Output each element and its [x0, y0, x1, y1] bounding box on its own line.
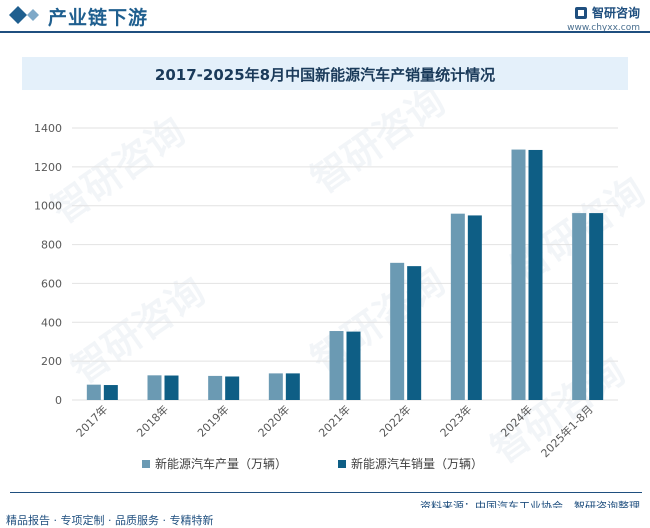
y-tick-label: 0: [55, 394, 62, 407]
chart-title: 2017-2025年8月中国新能源汽车产销量统计情况: [154, 66, 496, 84]
y-tick-label: 600: [41, 277, 62, 290]
y-tick-label: 1200: [34, 161, 62, 174]
bar-chart: 0 200 400 600 800 1000 1200 1400 2017年 2018年 2019年…: [34, 122, 618, 471]
x-tick-label: 2025年1-8月: [538, 402, 596, 460]
brand-url: www.chyxx.com: [567, 23, 640, 33]
diamond-icon: [9, 6, 27, 24]
bar: [147, 375, 162, 400]
bar: [467, 215, 482, 400]
bar: [407, 266, 422, 400]
bar: [528, 149, 543, 400]
legend-swatch: [142, 460, 150, 468]
brand-logo-icon: [574, 6, 587, 19]
y-tick-label: 1000: [34, 200, 62, 213]
page-header: 产业链下游 智研咨询 www.chyxx.com: [0, 0, 650, 33]
y-tick-label: 1400: [34, 122, 62, 135]
bar: [511, 149, 526, 400]
header-bar: [0, 0, 650, 30]
bar: [390, 262, 405, 400]
brand: 智研咨询 www.chyxx.com: [567, 4, 640, 33]
diamond-icon-secondary: [27, 9, 39, 21]
bar: [572, 213, 587, 400]
bar: [268, 373, 283, 400]
brand-name-row: 智研咨询: [567, 4, 640, 21]
legend-swatch: [338, 460, 346, 468]
chart-title-box: 2017-2025年8月中国新能源汽车产销量统计情况: [22, 57, 628, 90]
x-tick-label: 2022年: [376, 402, 413, 439]
bar: [346, 331, 361, 400]
bar: [208, 375, 223, 400]
y-tick-label: 200: [41, 355, 62, 368]
x-tick-label: 2024年: [498, 402, 535, 439]
bar: [164, 375, 179, 400]
bar: [225, 376, 240, 400]
x-tick-label: 2023年: [437, 402, 474, 439]
brand-name: 智研咨询: [591, 6, 640, 20]
section-title: 产业链下游: [48, 7, 149, 29]
bar: [329, 331, 344, 400]
bar: [86, 384, 101, 400]
footer-tagline: 精品报告 · 专项定制 · 品质服务 · 专精特新: [6, 514, 214, 527]
bar: [450, 213, 465, 400]
y-tick-label: 400: [41, 316, 62, 329]
x-tick-label: 2020年: [255, 402, 292, 439]
x-tick-label: 2018年: [134, 402, 171, 439]
legend-label: 新能源汽车产量（万辆）: [155, 456, 287, 471]
header-divider: [0, 31, 650, 33]
footer-bar: [0, 508, 650, 526]
x-tick-label: 2019年: [194, 402, 231, 439]
bar: [285, 373, 300, 400]
y-tick-label: 800: [41, 239, 62, 252]
source-divider: [10, 492, 642, 493]
bar: [589, 213, 604, 400]
bar: [103, 385, 118, 400]
page-footer: 资料来源：中国汽车工业协会、智研咨询整理 精品报告 · 专项定制 · 品质服务 …: [0, 492, 650, 527]
x-tick-label: 2017年: [73, 402, 110, 439]
x-tick-label: 2021年: [316, 402, 353, 439]
legend-label: 新能源汽车销量（万辆）: [351, 456, 483, 471]
